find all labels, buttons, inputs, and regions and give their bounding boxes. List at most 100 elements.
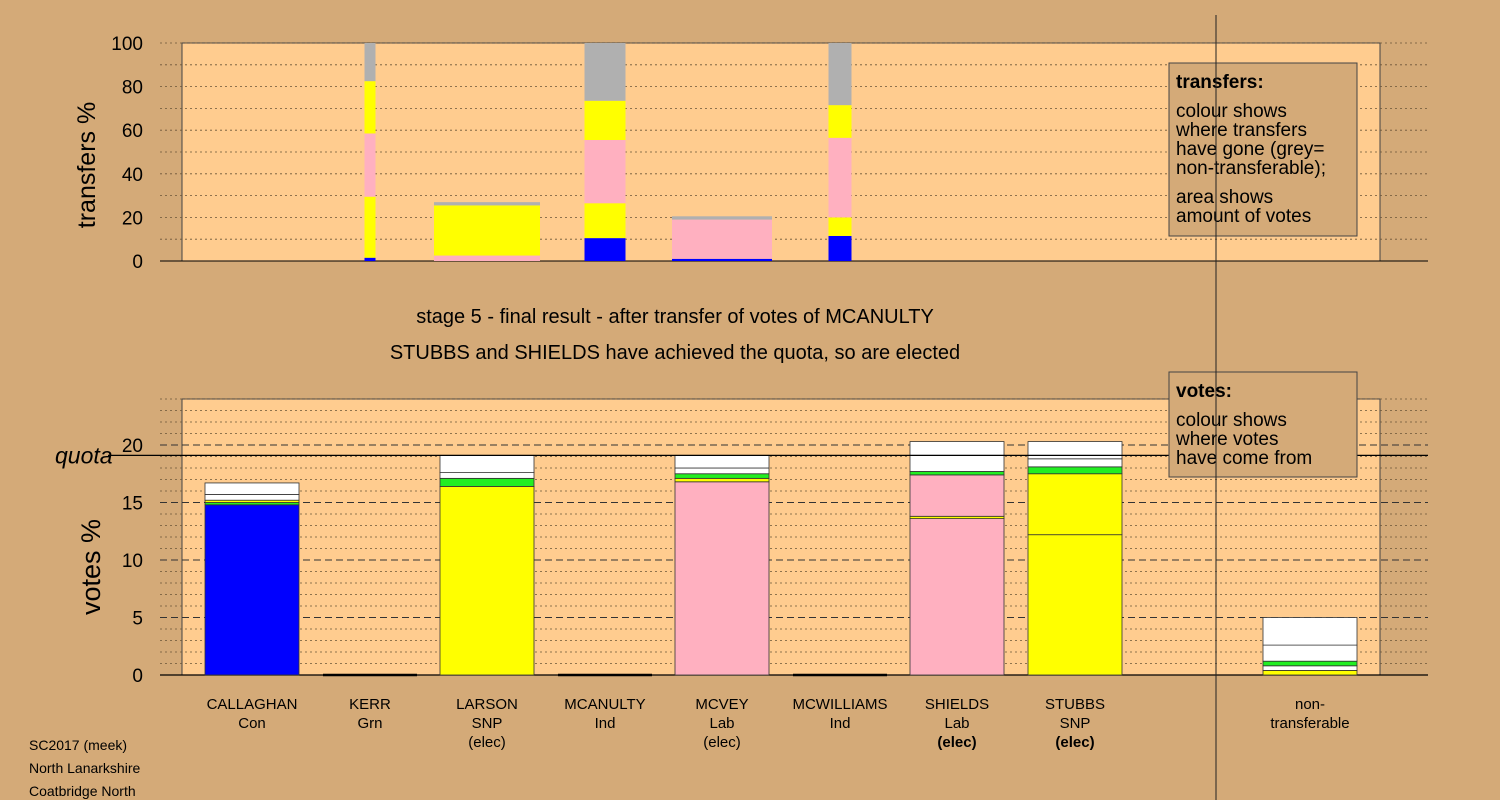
vote-segment <box>1262 617 1358 646</box>
y-tick-label: 10 <box>122 551 143 572</box>
votes-legend-box <box>1168 371 1358 478</box>
stage-heading: stage 5 - final result - after transfer … <box>416 306 934 328</box>
votes-legend-line: have come from <box>1176 448 1312 469</box>
y-tick-label: 0 <box>132 666 143 687</box>
candidate-name-label: KERR <box>349 696 391 713</box>
candidate-name-label: CALLAGHAN <box>207 696 298 713</box>
candidate-name-label: SHIELDS <box>925 696 989 713</box>
vote-segment <box>439 472 535 479</box>
transfer-segment <box>434 205 540 256</box>
transfer-segment <box>828 235 852 261</box>
votes-legend-line: where votes <box>1175 429 1278 450</box>
candidate-status-label: (elec) <box>703 734 741 751</box>
transfer-segment <box>672 219 772 259</box>
candidate-name-label: non- <box>1295 696 1325 713</box>
y-tick-label: 60 <box>122 121 143 142</box>
candidate-party-label: Lab <box>944 715 969 732</box>
candidate-party-label: SNP <box>472 715 503 732</box>
transfer-segment <box>584 238 626 261</box>
transfers-legend-box <box>1168 62 1358 237</box>
votes-chart: 0 5 10 15 20 CALLAGHAN Con KERR Grn LARSON SNP (el… <box>55 371 1428 751</box>
transfer-segment <box>364 257 376 261</box>
candidate-name-label: LARSON <box>456 696 518 713</box>
vote-segment <box>204 482 300 495</box>
vote-segment <box>909 474 1005 517</box>
vote-segment <box>909 441 1005 456</box>
y-tick-label: 100 <box>111 34 143 55</box>
transfers-legend-line: have gone (grey= <box>1176 139 1324 160</box>
vote-segment <box>909 454 1005 472</box>
transfer-segment <box>434 202 540 206</box>
candidate-party-label: Con <box>238 715 266 732</box>
votes-y-axis-label: votes % <box>76 519 106 615</box>
votes-legend-line: colour shows <box>1176 410 1287 431</box>
votes-bars <box>204 441 1358 677</box>
votes-x-labels: CALLAGHAN Con KERR Grn LARSON SNP (elec) MCANUL… <box>207 696 1350 751</box>
candidate-party-label: Lab <box>709 715 734 732</box>
transfer-segment <box>672 216 772 220</box>
vote-segment <box>204 494 300 501</box>
candidate-party-label: SNP <box>1060 715 1091 732</box>
transfers-legend-line: amount of votes <box>1176 206 1311 227</box>
transfers-legend-line: non-transferable); <box>1176 158 1326 179</box>
vote-segment <box>439 477 535 487</box>
transfer-segment <box>584 43 626 101</box>
transfer-segment <box>584 203 626 239</box>
vote-segment <box>674 454 770 469</box>
candidate-status-label: (elec) <box>468 734 506 751</box>
vote-segment <box>1262 670 1358 676</box>
transfers-legend-line: area shows <box>1176 187 1273 208</box>
y-tick-label: 15 <box>122 494 143 515</box>
transfer-segment <box>828 137 852 218</box>
vote-segment <box>1027 458 1123 468</box>
transfer-segment <box>584 140 626 204</box>
y-tick-label: 80 <box>122 78 143 99</box>
transfers-bars <box>364 43 852 261</box>
footer-council: North Lanarkshire <box>29 760 140 776</box>
transfer-segment <box>672 258 772 261</box>
transfer-segment <box>364 133 376 197</box>
vote-segment <box>1027 534 1123 676</box>
vote-segment <box>439 454 535 474</box>
candidate-name-label: MCANULTY <box>564 696 645 713</box>
vote-segment <box>674 467 770 475</box>
quota-label: quota <box>55 442 113 468</box>
vote-segment <box>674 473 770 479</box>
transfer-segment <box>364 81 376 134</box>
vote-segment <box>909 471 1005 476</box>
footer-election: SC2017 (meek) <box>29 737 127 753</box>
candidate-party-label: Ind <box>595 715 616 732</box>
candidate-name-label: MCVEY <box>695 696 748 713</box>
candidate-name-label: STUBBS <box>1045 696 1105 713</box>
candidate-name-label: MCWILLIAMS <box>792 696 887 713</box>
transfer-segment <box>434 255 540 261</box>
vote-segment <box>1262 660 1358 667</box>
vote-segment <box>439 485 535 676</box>
transfer-segment <box>584 100 626 141</box>
candidate-party-label: Ind <box>830 715 851 732</box>
vote-segment <box>1262 644 1358 662</box>
transfer-segment <box>828 217 852 236</box>
y-tick-label: 20 <box>122 436 143 457</box>
candidate-status-label: (elec) <box>1055 734 1094 751</box>
transfer-segment <box>364 196 376 258</box>
votes-legend: votes: colour shows where votes have com… <box>1168 371 1358 478</box>
vote-segment <box>909 518 1005 676</box>
footer-ward: Coatbridge North <box>29 783 136 799</box>
transfers-legend-line: where transfers <box>1175 120 1307 141</box>
transfers-chart: 0 20 40 60 80 100 transfers % transfers: colo… <box>73 34 1428 273</box>
candidate-party-label: Grn <box>357 715 382 732</box>
transfers-legend: transfers: colour shows where transfers … <box>1168 62 1358 237</box>
transfer-segment <box>828 105 852 138</box>
vote-segment <box>1027 473 1123 536</box>
vote-segment <box>204 504 300 676</box>
transfer-segment <box>828 43 852 106</box>
vote-segment <box>1262 665 1358 671</box>
transfers-y-ticks: 0 20 40 60 80 100 <box>111 34 143 273</box>
candidate-status-label: (elec) <box>937 734 976 751</box>
transfers-legend-title: transfers: <box>1176 72 1264 93</box>
transfers-y-axis-label: transfers % <box>73 102 101 228</box>
elected-heading: STUBBS and SHIELDS have achieved the quo… <box>390 342 960 364</box>
transfers-legend-line: colour shows <box>1176 101 1287 122</box>
y-tick-label: 5 <box>132 609 143 630</box>
